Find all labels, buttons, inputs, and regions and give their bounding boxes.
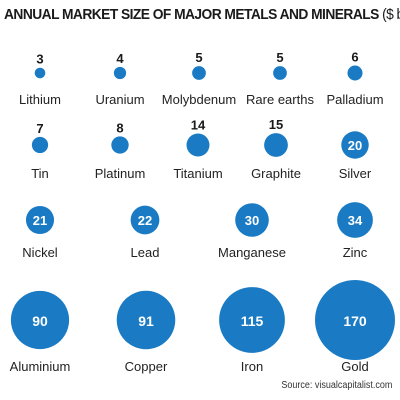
bubble-iron	[219, 287, 285, 353]
category-label-gold: Gold	[341, 359, 368, 374]
category-label-titanium: Titanium	[173, 166, 222, 181]
value-label-gold: 170	[343, 313, 367, 329]
bubble-silver	[341, 131, 369, 159]
category-label-manganese: Manganese	[218, 245, 286, 260]
value-label-nickel: 21	[33, 213, 47, 228]
category-label-nickel: Nickel	[22, 245, 58, 260]
category-label-zinc: Zinc	[343, 245, 368, 260]
category-label-lithium: Lithium	[19, 92, 61, 107]
value-label-palladium: 6	[351, 49, 358, 64]
bubble-palladium	[347, 65, 363, 81]
value-label-lead: 22	[138, 213, 152, 228]
category-label-lead: Lead	[131, 245, 160, 260]
category-label-copper: Copper	[125, 359, 168, 374]
value-label-graphite: 15	[269, 117, 283, 132]
bubble-uranium	[113, 66, 127, 80]
value-label-molybdenum: 5	[195, 50, 202, 65]
bubble-molybdenum	[192, 66, 206, 80]
value-label-manganese: 30	[245, 213, 259, 228]
bubble-manganese	[235, 203, 269, 237]
category-label-rare-earths: Rare earths	[246, 92, 314, 107]
category-label-molybdenum: Molybdenum	[162, 92, 236, 107]
value-label-iron: 115	[241, 313, 264, 329]
bubble-copper	[116, 290, 176, 350]
bubble-gold	[315, 280, 395, 360]
bubble-lithium	[34, 67, 46, 79]
category-label-silver: Silver	[339, 166, 372, 181]
value-label-copper: 91	[138, 313, 154, 329]
value-label-titanium: 14	[191, 118, 206, 133]
bubble-lead	[130, 205, 160, 235]
value-label-platinum: 8	[116, 120, 123, 135]
bubble-titanium	[186, 133, 210, 157]
category-label-palladium: Palladium	[326, 92, 383, 107]
chart-title: ANNUAL MARKET SIZE OF MAJOR METALS AND M…	[4, 6, 400, 23]
bubble-rare-earths	[273, 66, 287, 80]
value-label-tin: 7	[36, 121, 43, 136]
category-label-iron: Iron	[241, 359, 263, 374]
source-note: Source: visualcapitalist.com	[280, 380, 392, 391]
bubble-zinc	[337, 202, 373, 238]
bubble-nickel	[25, 205, 55, 235]
category-label-tin: Tin	[31, 166, 49, 181]
category-label-platinum: Platinum	[95, 166, 146, 181]
value-label-lithium: 3	[36, 52, 43, 67]
bubble-tin	[31, 136, 49, 154]
value-label-aluminium: 90	[32, 313, 48, 329]
value-label-uranium: 4	[116, 51, 124, 66]
category-label-uranium: Uranium	[95, 92, 144, 107]
bubble-platinum	[111, 136, 129, 154]
bubble-graphite	[264, 133, 288, 157]
value-label-rare-earths: 5	[276, 50, 283, 65]
category-label-aluminium: Aluminium	[10, 359, 71, 374]
value-label-zinc: 34	[348, 213, 363, 228]
value-label-silver: 20	[348, 138, 362, 153]
category-label-graphite: Graphite	[251, 166, 301, 181]
bubble-aluminium	[10, 290, 70, 350]
